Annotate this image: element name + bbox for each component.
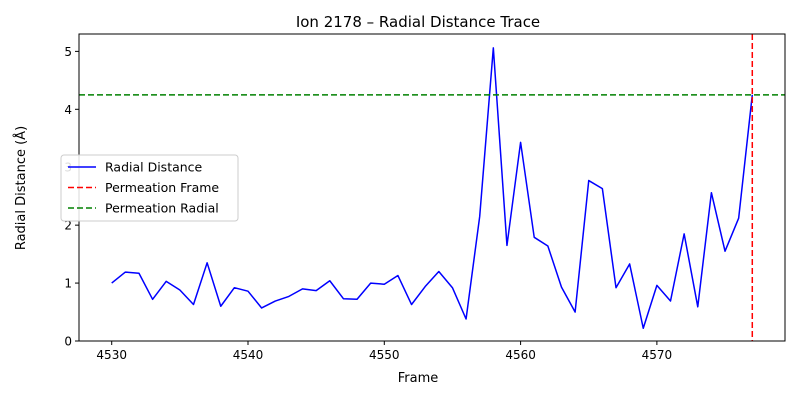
plot-area	[79, 34, 785, 341]
chart-title: Ion 2178 – Radial Distance Trace	[296, 13, 540, 31]
legend-label-2: Permeation Radial	[105, 201, 219, 216]
y-tick-label-1: 1	[64, 277, 72, 291]
x-tick-label-3: 4560	[505, 348, 536, 362]
y-tick-label-2: 2	[64, 219, 72, 233]
y-tick-label-0: 0	[64, 335, 72, 349]
y-tick-label-4: 4	[64, 103, 72, 117]
legend-label-1: Permeation Frame	[105, 180, 219, 195]
series-group	[79, 34, 785, 341]
legend-label-0: Radial Distance	[105, 160, 203, 175]
legend: Radial Distance Permeation Frame Permeatio…	[60, 154, 239, 222]
x-tick-label-2: 4550	[369, 348, 400, 362]
legend-box	[60, 154, 239, 222]
x-tick-label-1: 4540	[233, 348, 264, 362]
y-axis-label: Radial Distance (Å)	[13, 126, 29, 250]
x-axis: 4530 4540 4550 4560 4570	[96, 341, 672, 362]
series-line-0	[111, 47, 754, 330]
x-tick-label-4: 4570	[642, 348, 673, 362]
y-tick-label-5: 5	[64, 45, 72, 59]
x-axis-label: Frame	[398, 371, 439, 386]
x-tick-label-0: 4530	[96, 348, 127, 362]
